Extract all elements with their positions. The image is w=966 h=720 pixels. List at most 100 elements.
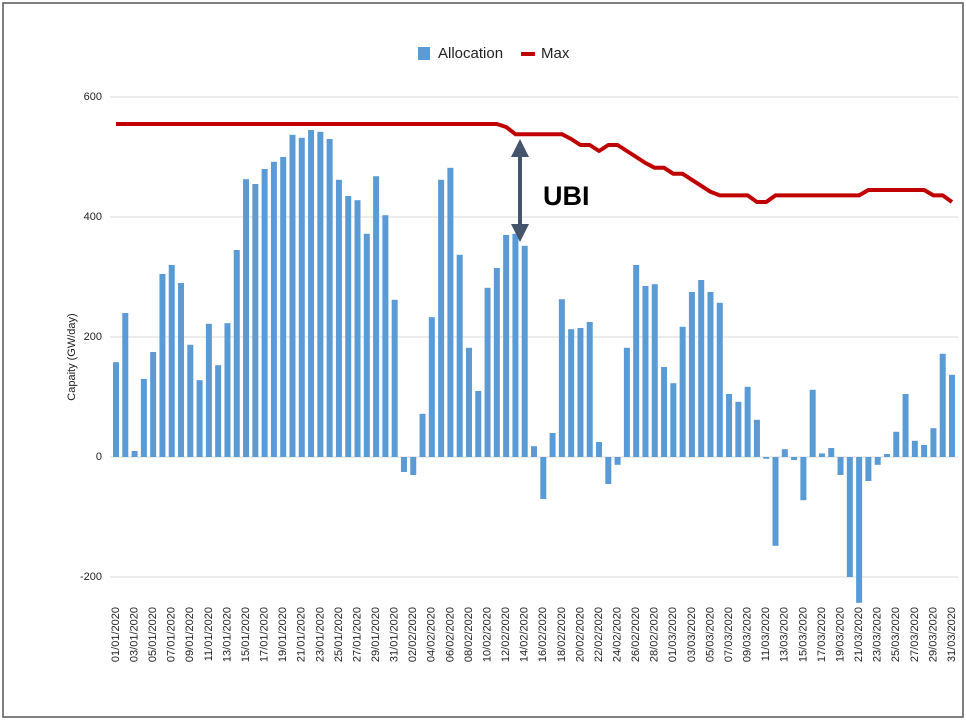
bar xyxy=(735,401,742,457)
bar xyxy=(828,448,835,457)
x-tick-label: 01/03/2020 xyxy=(667,607,679,662)
bar xyxy=(484,287,491,457)
bar xyxy=(438,179,445,458)
x-tick-label: 13/01/2020 xyxy=(221,607,233,662)
bar xyxy=(410,457,417,475)
x-tick-label: 28/02/2020 xyxy=(649,607,661,662)
bar xyxy=(549,433,556,457)
bar xyxy=(345,196,352,457)
x-tick-label: 01/01/2020 xyxy=(110,607,122,662)
x-tick-label: 24/02/2020 xyxy=(612,607,624,662)
y-tick-label: 200 xyxy=(84,331,102,343)
bar xyxy=(354,200,361,457)
bar xyxy=(753,419,760,457)
bar xyxy=(856,457,863,603)
bar xyxy=(818,453,825,457)
bar xyxy=(930,428,937,457)
bar xyxy=(874,457,881,465)
x-tick-label: 29/01/2020 xyxy=(370,607,382,662)
bar xyxy=(131,451,138,457)
y-tick-label: -200 xyxy=(80,571,102,583)
bar xyxy=(577,328,584,457)
bar xyxy=(670,383,677,457)
x-tick-label: 03/01/2020 xyxy=(128,607,140,662)
bar xyxy=(215,365,222,457)
bar xyxy=(289,134,296,458)
bar xyxy=(391,299,398,457)
bar xyxy=(512,233,519,457)
bar xyxy=(586,322,593,457)
x-tick-label: 17/01/2020 xyxy=(259,607,271,662)
x-tick-label: 17/03/2020 xyxy=(816,607,828,662)
x-tick-label: 27/01/2020 xyxy=(351,607,363,662)
bar xyxy=(280,157,287,457)
bar xyxy=(178,283,185,457)
bar xyxy=(893,431,900,457)
x-tick-label: 07/03/2020 xyxy=(723,607,735,662)
bar xyxy=(298,137,305,458)
x-tick-label: 09/03/2020 xyxy=(742,607,754,662)
bar xyxy=(224,323,231,457)
bar xyxy=(168,265,175,457)
bar xyxy=(243,179,250,457)
x-tick-label: 02/02/2020 xyxy=(407,607,419,662)
bar xyxy=(772,457,779,546)
bar xyxy=(883,454,890,457)
x-tick-label: 23/01/2020 xyxy=(314,607,326,662)
bar xyxy=(419,413,426,457)
y-axis-label: Capaity (GW/day) xyxy=(66,313,78,400)
bar xyxy=(846,457,853,577)
annotation-arrow xyxy=(511,139,529,242)
bar xyxy=(205,323,212,457)
bar xyxy=(122,313,129,457)
arrow-head xyxy=(511,224,529,242)
bar xyxy=(521,245,528,457)
x-tick-label: 11/03/2020 xyxy=(760,607,772,661)
x-tick-label: 12/02/2020 xyxy=(500,607,512,662)
bar xyxy=(233,250,240,457)
bar xyxy=(465,347,472,457)
bar xyxy=(688,292,695,457)
bar xyxy=(187,344,194,457)
bar xyxy=(428,317,435,457)
bar xyxy=(159,274,166,457)
bar xyxy=(791,457,798,460)
x-tick-label: 26/02/2020 xyxy=(630,607,642,662)
bar xyxy=(921,445,928,457)
x-tick-label: 20/02/2020 xyxy=(574,607,586,662)
bar xyxy=(911,440,918,457)
x-tick-label: 13/03/2020 xyxy=(779,607,791,662)
bar xyxy=(363,233,370,457)
bar xyxy=(493,268,500,457)
bar xyxy=(447,167,454,458)
x-tick-label: 06/02/2020 xyxy=(444,607,456,662)
arrow-head xyxy=(511,139,529,157)
bar xyxy=(800,457,807,501)
x-tick-label: 22/02/2020 xyxy=(593,607,605,662)
x-tick-label: 19/01/2020 xyxy=(277,607,289,662)
x-tick-label: 27/03/2020 xyxy=(909,607,921,662)
bar xyxy=(716,302,723,457)
bar xyxy=(308,130,315,457)
x-tick-label: 31/03/2020 xyxy=(946,607,958,662)
bar xyxy=(865,457,872,481)
bar xyxy=(763,457,770,459)
bar xyxy=(661,367,668,457)
bar xyxy=(744,386,751,457)
bar xyxy=(326,139,333,457)
bar xyxy=(809,389,816,457)
x-tick-label: 21/03/2020 xyxy=(853,607,865,662)
bar xyxy=(623,347,630,457)
bar xyxy=(382,215,389,457)
bar xyxy=(503,235,510,457)
bar xyxy=(140,379,147,457)
x-tick-label: 03/03/2020 xyxy=(686,607,698,662)
bar xyxy=(902,394,909,457)
y-tick-label: 600 xyxy=(84,91,102,103)
x-tick-label: 08/02/2020 xyxy=(463,607,475,662)
bar xyxy=(475,391,482,457)
bar xyxy=(642,286,649,457)
line xyxy=(116,122,954,204)
bar xyxy=(317,131,324,458)
